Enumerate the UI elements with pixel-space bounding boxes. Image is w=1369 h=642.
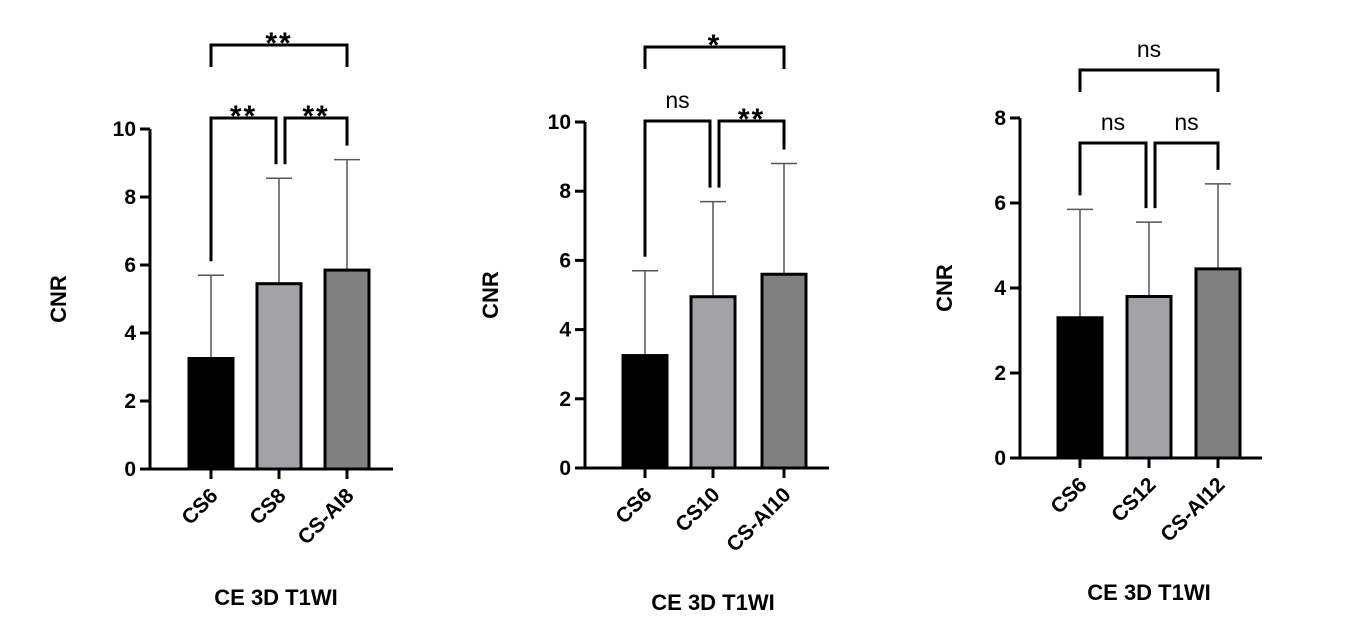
- significance-bracket: [643, 45, 786, 69]
- bar-cs6: [187, 357, 235, 471]
- bar-cs6: [621, 354, 669, 470]
- bar-cs6: [1056, 316, 1104, 460]
- y-tick-label: 2: [559, 388, 571, 411]
- y-tick-label: 0: [124, 458, 136, 481]
- bar-cs-ai10: [760, 272, 808, 470]
- category-label: CS10: [671, 483, 724, 536]
- significance-label: ns: [1137, 36, 1161, 62]
- y-tick-label: 8: [559, 180, 571, 203]
- significance-bracket: [283, 116, 349, 165]
- category-label: CS6: [1046, 473, 1091, 518]
- significance-label: **: [302, 100, 329, 133]
- bar-cs-ai8: [323, 268, 371, 471]
- y-axis-title: CNR: [46, 275, 71, 323]
- significance-label: **: [265, 27, 292, 60]
- category-label: CS6: [611, 483, 656, 528]
- y-tick-label: 4: [559, 319, 571, 342]
- significance-bracket: [1078, 68, 1220, 92]
- significance-bracket: [209, 116, 278, 262]
- y-tick-label: 10: [548, 111, 571, 134]
- significance-label: **: [230, 100, 257, 133]
- y-tick-label: 2: [124, 390, 136, 413]
- y-tick-label: 4: [124, 322, 136, 345]
- significance-bracket: [1153, 141, 1220, 209]
- category-label: CS-AI8: [294, 484, 359, 549]
- category-label: CS12: [1107, 473, 1160, 526]
- significance-label: ns: [1174, 109, 1198, 135]
- significance-bracket: [643, 119, 712, 257]
- significance-bracket: [717, 119, 786, 188]
- y-tick-label: 2: [994, 362, 1006, 385]
- y-tick-label: 6: [124, 254, 136, 277]
- y-tick-label: 8: [994, 107, 1006, 130]
- category-label: CS8: [245, 484, 290, 529]
- x-axis-title: CE 3D T1WI: [1087, 580, 1210, 605]
- y-tick-label: 0: [994, 447, 1006, 470]
- x-axis-title: CE 3D T1WI: [214, 585, 337, 610]
- significance-label: *: [708, 29, 722, 62]
- significance-label: ns: [1101, 109, 1125, 135]
- significance-bracket: [209, 43, 349, 67]
- y-tick-label: 4: [994, 277, 1006, 300]
- category-label: CS-AI12: [1156, 473, 1229, 546]
- category-label: CS6: [177, 484, 222, 529]
- significance-bracket: [1078, 141, 1148, 209]
- y-tick-label: 6: [994, 192, 1006, 215]
- y-tick-label: 8: [124, 186, 136, 209]
- y-axis-title: CNR: [932, 264, 957, 312]
- bar-cs12: [1125, 295, 1173, 460]
- bar-cs10: [689, 295, 737, 470]
- bar-cs8: [255, 282, 303, 471]
- y-tick-label: 0: [559, 457, 571, 480]
- chart-panel-1: 0 2 4 6 8 10 CNR CS6 CS8 CS-AI8 ** ** ** CE 3D T1WI: [46, 27, 393, 610]
- significance-label: **: [738, 103, 765, 136]
- category-label: CS-AI10: [722, 483, 795, 556]
- y-tick-label: 6: [559, 249, 571, 272]
- x-axis-title: CE 3D T1WI: [651, 590, 774, 615]
- bar-cs-ai12: [1194, 267, 1242, 460]
- y-axis-title: CNR: [478, 271, 503, 319]
- y-tick-label: 10: [113, 118, 136, 141]
- significance-label: ns: [665, 87, 689, 113]
